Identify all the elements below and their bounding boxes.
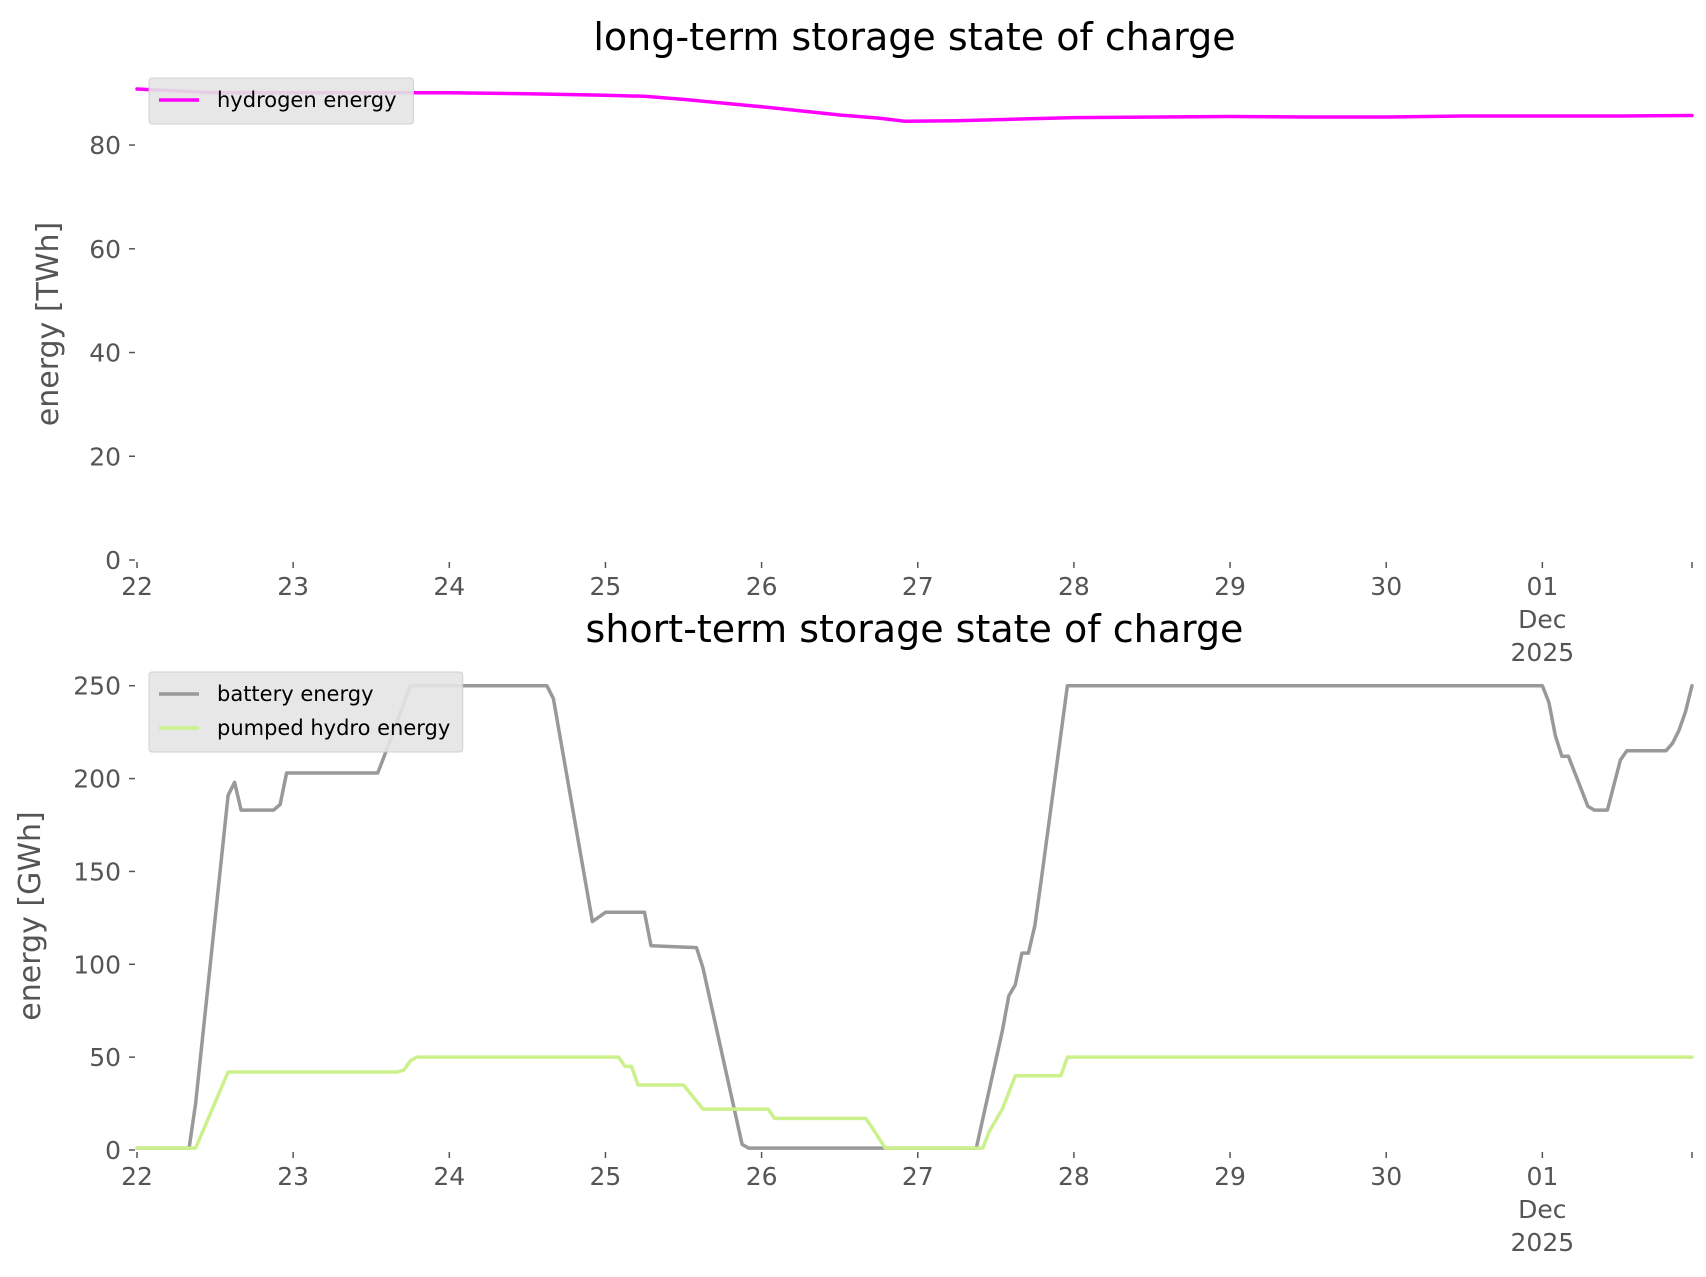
chart-1-y-tick-label: 40 [89, 339, 121, 368]
chart-2-y-tick-label: 100 [73, 950, 121, 979]
chart-1-x-tick-label: 28 [1058, 572, 1090, 601]
chart-2-y-tick-label: 150 [73, 857, 121, 886]
chart-1-x-tick-label: 23 [277, 572, 309, 601]
chart-1-legend-box [148, 77, 414, 125]
chart-1-x-tick-label: 01 [1526, 572, 1558, 601]
chart-1-x-tick-label: 27 [902, 572, 934, 601]
chart-2-y-tick-label: 50 [89, 1043, 121, 1072]
chart-1-x-tick-label: 2025 [1511, 638, 1575, 667]
chart-1-x-tick-label: 26 [746, 572, 778, 601]
chart-2-title: short-term storage state of charge [586, 607, 1244, 651]
chart-1-series-hydrogen-energy [135, 87, 1694, 123]
chart-2-legend-entry: pumped hydro energy [217, 716, 450, 740]
chart-1-title: long-term storage state of charge [593, 15, 1235, 59]
chart-2-x-tick-label: 28 [1058, 1162, 1090, 1191]
chart-1-x-tick-label: 24 [433, 572, 465, 601]
chart-2-x-tick-label: 30 [1370, 1162, 1402, 1191]
chart-1-y-tick-label: 80 [89, 131, 121, 160]
chart-2-x-tick-label: Dec [1518, 1195, 1566, 1224]
chart-1-x-tick-label: Dec [1518, 605, 1566, 634]
chart-2-y-tick-label: 200 [73, 765, 121, 794]
chart-2-x-tick-label: 01 [1526, 1162, 1558, 1191]
chart-2-y-axis-label: energy [GWh] [13, 811, 48, 1020]
chart-1-x-tick-label: 29 [1214, 572, 1246, 601]
chart-2-y-tick-label: 250 [73, 672, 121, 701]
chart-2-legend-box [148, 671, 464, 753]
chart-1-legend-entry: hydrogen energy [217, 88, 397, 112]
chart-2-legend-entry: battery energy [217, 682, 374, 706]
chart-2-x-tick-label: 2025 [1511, 1228, 1575, 1257]
chart-1-y-axis-label: energy [TWh] [31, 222, 66, 426]
chart-1-y-tick-label: 20 [89, 442, 121, 471]
chart-1-x-tick-label: 22 [121, 572, 153, 601]
chart-2-x-tick-label: 26 [746, 1162, 778, 1191]
chart-2-x-tick-label: 29 [1214, 1162, 1246, 1191]
chart-1-y-tick-label: 0 [105, 546, 121, 575]
chart-2-series-pumped-hydro-energy [135, 1055, 1694, 1150]
chart-2-legend: battery energy pumped hydro energy [148, 671, 464, 753]
chart-1-legend: hydrogen energy [148, 77, 414, 125]
short-term-storage-chart: short-term storage state of charge energy… [13, 607, 1694, 1257]
chart-1-y-tick-label: 60 [89, 235, 121, 264]
chart-2-series-battery-energy [135, 683, 1694, 1150]
chart-2-x-tick-label: 27 [902, 1162, 934, 1191]
chart-2-x-tick-label: 23 [277, 1162, 309, 1191]
chart-2-x-tick-label: 22 [121, 1162, 153, 1191]
long-term-storage-chart: long-term storage state of charge energy … [31, 15, 1694, 667]
chart-1-x-tick-label: 25 [590, 572, 622, 601]
chart-2-y-tick-label: 0 [105, 1136, 121, 1165]
chart-1-x-tick-label: 30 [1370, 572, 1402, 601]
chart-2-x-tick-label: 25 [590, 1162, 622, 1191]
chart-2-x-tick-label: 24 [433, 1162, 465, 1191]
